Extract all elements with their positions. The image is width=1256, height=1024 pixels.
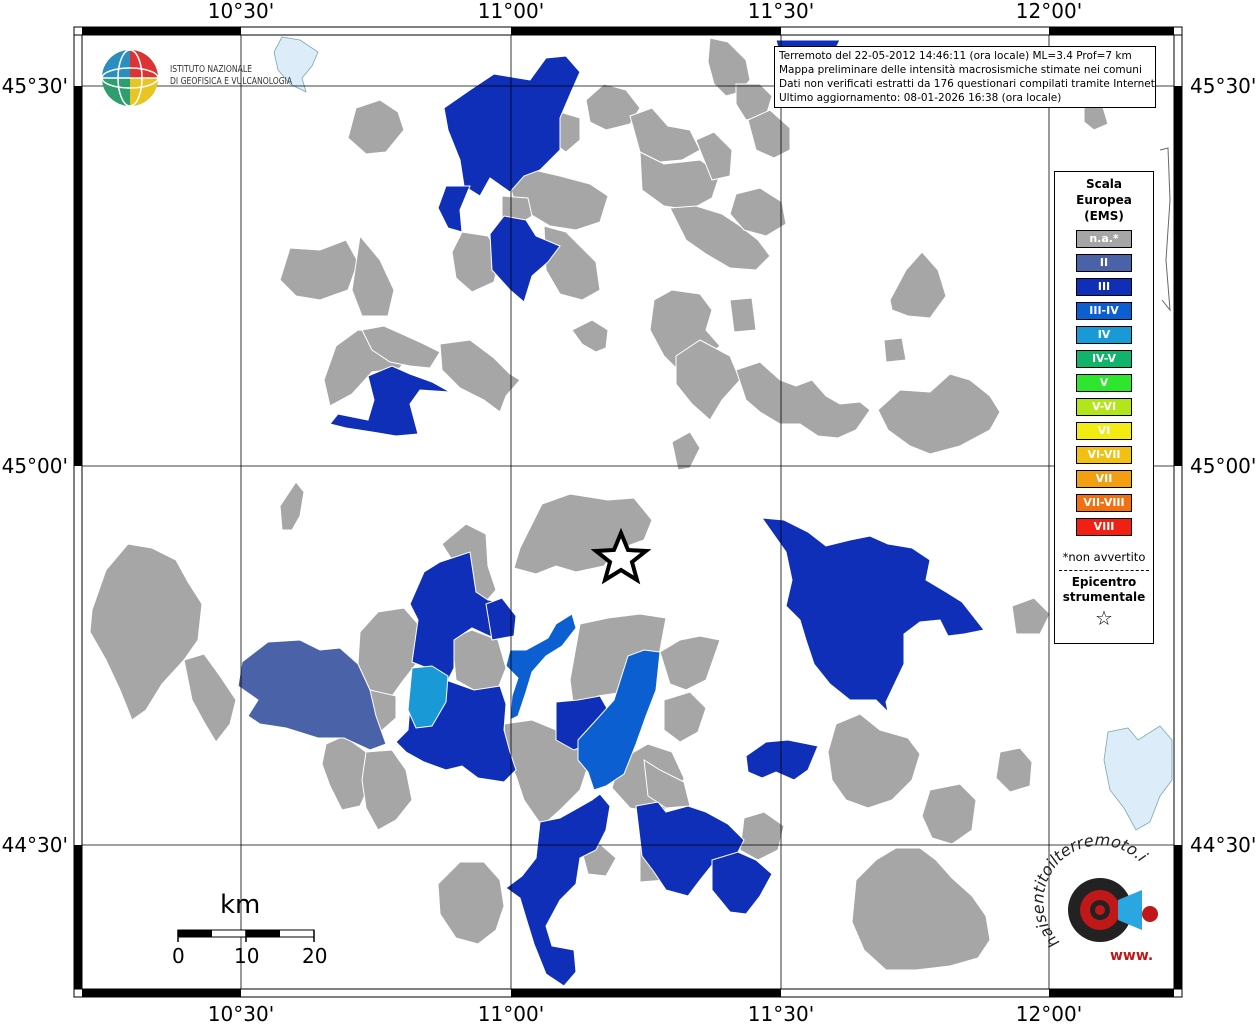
ems-legend: Scala Europea (EMS) n.a.* II III III-IV IV IV… bbox=[1054, 171, 1154, 644]
logo-line-2: DI GEOFISICA E VULCANOLOGIA bbox=[170, 76, 293, 87]
legend-star-icon: ☆ bbox=[1095, 606, 1113, 630]
haisentito-logo: haisentitoilterremoto.it www. bbox=[1030, 832, 1158, 964]
legend-swatch: V bbox=[1076, 374, 1132, 392]
municipality-iv bbox=[407, 665, 449, 729]
haisentito-www: www. bbox=[1110, 948, 1153, 964]
lat-label-right-1: 45°30' bbox=[1190, 74, 1256, 98]
lat-label-left-2: 45°00' bbox=[2, 454, 68, 478]
lon-label-bottom-4: 12°00' bbox=[1016, 1002, 1082, 1024]
municipalities-na bbox=[89, 37, 1109, 971]
legend-swatch: IV bbox=[1076, 326, 1132, 344]
legend-swatch: III-IV bbox=[1076, 302, 1132, 320]
epicenter-star bbox=[590, 527, 652, 585]
scale-label-0: 0 bbox=[172, 944, 185, 968]
lat-label-right-2: 45°00' bbox=[1190, 454, 1256, 478]
event-info-line-3: Dati non verificati estratti da 176 ques… bbox=[779, 78, 1156, 90]
event-info-box: Terremoto del 22-05-2012 14:46:11 (ora l… bbox=[774, 46, 1156, 108]
legend-swatch: V-VI bbox=[1076, 398, 1132, 416]
legend-items: n.a.* II III III-IV IV IV-V V V-VI VI VI-VII VII VI… bbox=[1055, 230, 1153, 536]
event-info-line-2: Mappa preliminare delle intensità macros… bbox=[779, 64, 1142, 76]
legend-swatch: n.a.* bbox=[1076, 230, 1132, 248]
scale-label-10: 10 bbox=[234, 944, 260, 968]
ingv-logo: ISTITUTO NAZIONALE DI GEOFISICA E VULCAN… bbox=[100, 46, 320, 110]
legend-epicenter-1: Epicentro bbox=[1071, 575, 1137, 589]
legend-divider bbox=[1059, 570, 1149, 571]
event-info-line-4: Ultimo aggiornamento: 08-01-2026 16:38 (… bbox=[779, 92, 1062, 104]
logo-line-1: ISTITUTO NAZIONALE bbox=[170, 64, 252, 75]
lon-label-top-1: 10°30' bbox=[208, 0, 274, 23]
municipalities-iii-iv bbox=[505, 613, 661, 791]
lon-label-top-3: 11°30' bbox=[748, 0, 814, 23]
legend-swatch: VI bbox=[1076, 422, 1132, 440]
legend-title-1: Scala bbox=[1085, 177, 1123, 191]
legend-note: *non avvertito bbox=[1062, 550, 1146, 564]
lat-label-left-1: 45°30' bbox=[2, 74, 68, 98]
legend-swatch: II bbox=[1076, 254, 1132, 272]
lat-label-left-3: 44°30' bbox=[2, 833, 68, 857]
lat-label-right-3: 44°30' bbox=[1190, 833, 1256, 857]
legend-epicenter-2: strumentale bbox=[1062, 590, 1146, 604]
legend-swatch: VII bbox=[1076, 470, 1132, 488]
municipality-ii bbox=[237, 639, 387, 751]
lon-label-bottom-1: 10°30' bbox=[208, 1002, 274, 1024]
scale-unit: km bbox=[220, 890, 261, 920]
legend-swatch: VI-VII bbox=[1076, 446, 1132, 464]
lake-garda bbox=[273, 36, 319, 93]
coastline bbox=[1159, 147, 1171, 312]
scale-label-20: 20 bbox=[302, 944, 328, 968]
map-frame bbox=[73, 26, 1183, 998]
lon-label-top-4: 12°00' bbox=[1016, 0, 1082, 23]
event-info-line-1: Terremoto del 22-05-2012 14:46:11 (ora l… bbox=[779, 50, 1132, 62]
globe-icon bbox=[101, 49, 159, 107]
legend-title-2: Europea bbox=[1076, 193, 1132, 207]
legend-swatch: VII-VIII bbox=[1076, 494, 1132, 512]
scale-bar bbox=[177, 929, 315, 942]
lon-label-top-2: 11°00' bbox=[478, 0, 544, 23]
lon-label-bottom-2: 11°00' bbox=[478, 1002, 544, 1024]
legend-swatch: IV-V bbox=[1076, 350, 1132, 368]
legend-swatch: III bbox=[1076, 278, 1132, 296]
lagoon bbox=[1103, 725, 1173, 831]
legend-swatch: VIII bbox=[1076, 518, 1132, 536]
lon-label-bottom-3: 11°30' bbox=[748, 1002, 814, 1024]
legend-title-3: (EMS) bbox=[1084, 209, 1124, 223]
